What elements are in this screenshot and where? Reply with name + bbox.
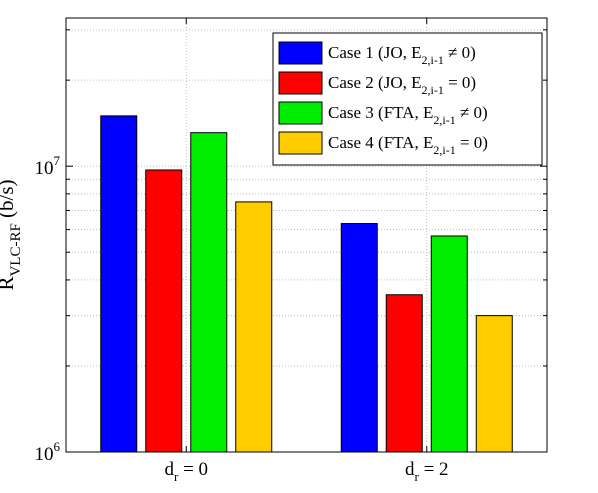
bar bbox=[145, 169, 183, 453]
legend: Case 1 (JO, E2,i-1 ≠ 0) Case 2 (JO, E2,i-… bbox=[272, 32, 543, 166]
ticks: 106 107 dr = 0 dr = 2 bbox=[35, 18, 547, 484]
legend-swatch bbox=[278, 71, 323, 95]
legend-swatch bbox=[278, 41, 323, 65]
bars bbox=[100, 115, 513, 453]
plot-frame bbox=[65, 17, 548, 453]
y-axis-label: RVLC-RF (b/s) bbox=[0, 179, 24, 290]
y-axis-title: RVLC-RF (b/s) bbox=[0, 179, 24, 290]
legend-label: Case 2 (JO, E2,i-1 = 0) bbox=[328, 73, 476, 97]
bar bbox=[475, 315, 513, 453]
bar bbox=[340, 223, 378, 453]
bar bbox=[235, 201, 273, 453]
bar bbox=[190, 132, 228, 453]
bar bbox=[385, 294, 423, 453]
bar bbox=[430, 235, 468, 453]
bar bbox=[100, 115, 138, 453]
legend-swatch bbox=[278, 101, 323, 125]
x-tick-label: dr = 0 bbox=[164, 459, 208, 484]
legend-label: Case 3 (FTA, E2,i-1 ≠ 0) bbox=[328, 103, 488, 127]
y-tick-label: 106 bbox=[35, 439, 61, 465]
legend-label: Case 1 (JO, E2,i-1 ≠ 0) bbox=[328, 43, 476, 67]
x-tick-label: dr = 2 bbox=[405, 459, 449, 484]
legend-swatch bbox=[278, 131, 323, 155]
y-tick-label: 107 bbox=[35, 153, 61, 179]
legend-label: Case 4 (FTA, E2,i-1 = 0) bbox=[328, 133, 488, 157]
